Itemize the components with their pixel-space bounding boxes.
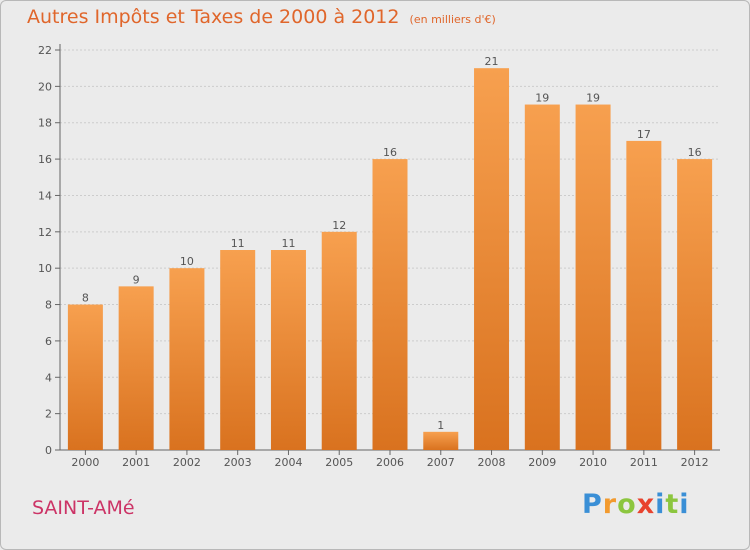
x-tick-label-2007: 2007 — [427, 456, 455, 469]
y-tick-label: 22 — [38, 44, 52, 57]
x-tick-label-2010: 2010 — [579, 456, 607, 469]
data-label-2002: 10 — [180, 255, 194, 268]
proxiti-logo: Proxiti — [582, 489, 690, 520]
x-tick-label-2000: 2000 — [71, 456, 99, 469]
chart-title: Autres Impôts et Taxes de 2000 à 2012 (e… — [27, 6, 496, 28]
x-tick-label-2005: 2005 — [325, 456, 353, 469]
data-label-2004: 11 — [281, 237, 295, 250]
bar-2004 — [270, 250, 306, 450]
data-label-2005: 12 — [332, 219, 346, 232]
title-unit: (en milliers d'€) — [409, 13, 496, 26]
bar-2000 — [67, 304, 103, 450]
x-tick-label-2006: 2006 — [376, 456, 404, 469]
data-label-2003: 11 — [231, 237, 245, 250]
bar-2006 — [372, 159, 408, 450]
data-label-2000: 8 — [82, 292, 89, 305]
x-tick-label-2004: 2004 — [274, 456, 302, 469]
data-label-2009: 19 — [535, 92, 549, 105]
data-label-2007: 1 — [437, 419, 444, 432]
bars: 8 9 10 11 11 12 16 1 21 19 19 17 16 — [67, 55, 713, 450]
data-label-2006: 16 — [383, 146, 397, 159]
y-tick-label: 20 — [38, 80, 52, 93]
y-tick-label: 12 — [38, 226, 52, 239]
y-tick-label: 2 — [45, 408, 52, 421]
y-tick-label: 8 — [45, 299, 52, 312]
y-tick-label: 10 — [38, 262, 52, 275]
x-tick-label-2012: 2012 — [681, 456, 709, 469]
data-label-2001: 9 — [133, 273, 140, 286]
data-label-2011: 17 — [637, 128, 651, 141]
y-tick-label: 0 — [45, 444, 52, 457]
title-main: Autres Impôts et Taxes de 2000 à 2012 — [27, 6, 400, 28]
bar-2003 — [220, 250, 256, 450]
data-label-2010: 19 — [586, 92, 600, 105]
bar-2009 — [524, 104, 560, 450]
data-label-2008: 21 — [485, 55, 499, 68]
data-label-2012: 16 — [688, 146, 702, 159]
bar-2012 — [677, 159, 713, 450]
bar-2005 — [321, 231, 357, 450]
bar-2007 — [423, 431, 459, 450]
x-tick-label-2011: 2011 — [630, 456, 658, 469]
bar-2010 — [575, 104, 611, 450]
y-tick-label: 14 — [38, 189, 52, 202]
x-tick-label-2002: 2002 — [173, 456, 201, 469]
bar-2008 — [474, 68, 510, 450]
y-tick-label: 4 — [45, 371, 52, 384]
x-tick-label-2003: 2003 — [224, 456, 252, 469]
y-tick-label: 16 — [38, 153, 52, 166]
y-tick-label: 18 — [38, 117, 52, 130]
x-tick-label-2009: 2009 — [528, 456, 556, 469]
bar-2002 — [169, 268, 205, 450]
bar-2011 — [626, 140, 662, 450]
bar-2001 — [118, 286, 154, 450]
x-tick-label-2001: 2001 — [122, 456, 150, 469]
location-name: SAINT-AMé — [32, 497, 135, 519]
x-tick-label-2008: 2008 — [478, 456, 506, 469]
y-tick-label: 6 — [45, 335, 52, 348]
